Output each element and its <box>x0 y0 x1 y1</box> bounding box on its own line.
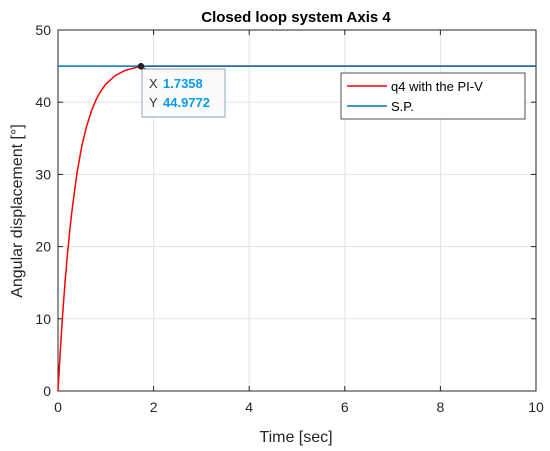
chart-title: Closed loop system Axis 4 <box>201 9 391 26</box>
legend-label-q4: q4 with the PI-V <box>391 79 483 94</box>
x-tick-label: 8 <box>437 399 445 415</box>
x-tick-label: 2 <box>150 399 158 415</box>
datatip-marker[interactable] <box>137 63 145 70</box>
datatip-x-label: X <box>149 76 158 91</box>
x-tick-label: 0 <box>54 399 62 415</box>
legend[interactable]: q4 with the PI-V S.P. <box>340 72 526 120</box>
y-ticks: 0 10 20 30 40 50 <box>35 22 536 399</box>
y-tick-label: 50 <box>35 22 51 38</box>
y-axis-label: Angular displacement [°] <box>9 124 26 298</box>
axes-box <box>57 29 537 392</box>
datatip-x-value: 1.7358 <box>163 76 203 91</box>
x-axis-label: Time [sec] <box>259 429 332 446</box>
y-tick-label: 20 <box>35 239 51 255</box>
x-tick-label: 6 <box>341 399 349 415</box>
series-group <box>57 65 536 392</box>
y-tick-label: 40 <box>35 94 51 110</box>
legend-box <box>340 72 526 120</box>
datatip-y-value: 44.9772 <box>163 95 210 110</box>
legend-label-sp: S.P. <box>391 99 414 114</box>
datatip[interactable]: X 1.7358 Y 44.9772 <box>137 63 226 118</box>
datatip-box <box>141 68 226 118</box>
y-tick-label: 10 <box>35 311 51 327</box>
x-ticks: 0 2 4 6 8 10 <box>54 30 544 415</box>
y-tick-label: 30 <box>35 166 51 182</box>
datatip-y-label: Y <box>149 95 158 110</box>
y-tick-label: 0 <box>43 383 51 399</box>
x-tick-label: 10 <box>528 399 544 415</box>
x-tick-label: 4 <box>245 399 253 415</box>
